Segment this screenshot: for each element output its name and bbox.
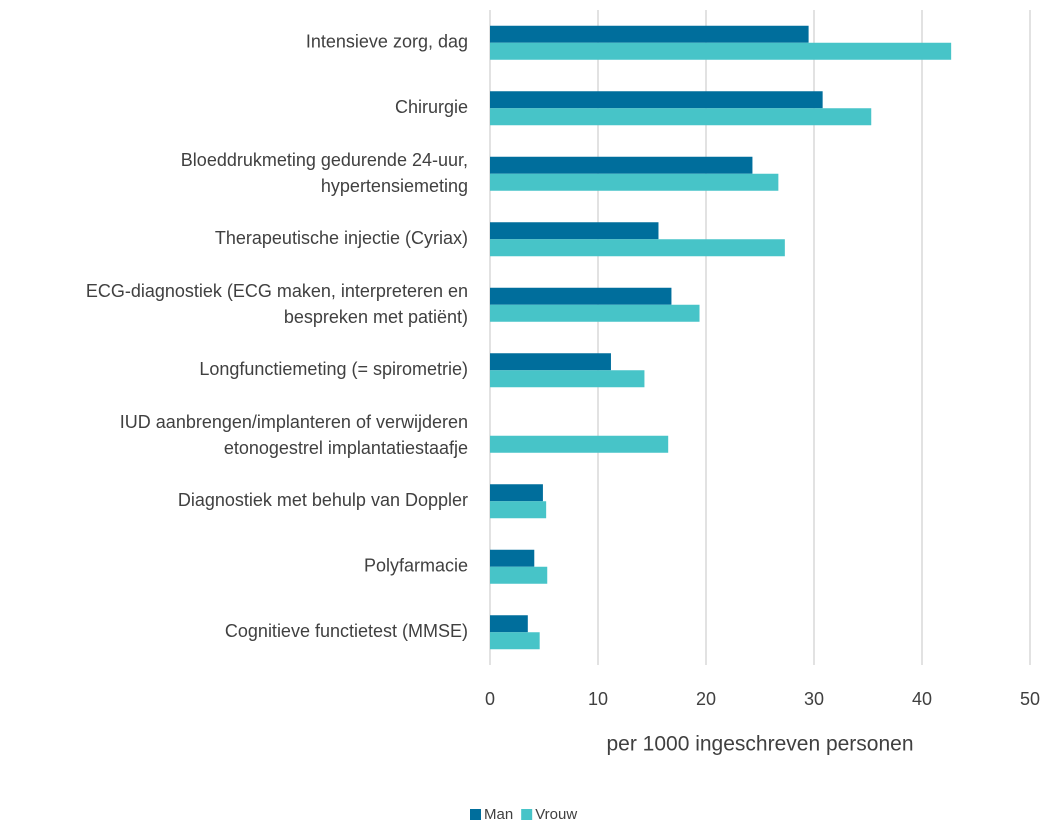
bar [490,173,779,191]
x-tick-label: 20 [696,689,716,709]
bar [490,239,785,257]
bar [490,287,672,305]
bar [490,632,540,650]
bar [490,484,543,502]
bar [490,108,872,126]
x-axis-label: per 1000 ingeschreven personen [606,733,913,756]
bar [490,615,528,633]
x-tick-label: 50 [1020,689,1040,709]
y-tick-label: Chirurgie [395,97,468,117]
bar [490,435,669,453]
bar [490,25,809,43]
bar [490,156,753,174]
bar [490,549,535,567]
bar [490,501,547,519]
legend-label: Man [484,806,513,823]
bar [490,370,645,388]
bar [490,304,700,322]
y-tick-label: Longfunctiemeting (= spirometrie) [199,359,468,379]
y-tick-label: Bloeddrukmeting gedurende 24-uur, hyperte… [181,150,468,196]
bar [490,91,823,109]
legend-label: Vrouw [535,806,577,823]
bar [490,222,659,240]
bar [490,353,611,371]
y-tick-label: IUD aanbrengen/implanteren of verwijdere… [120,412,468,458]
y-tick-label: ECG-diagnostiek (ECG maken, interpretere… [86,281,468,327]
y-tick-label: Diagnostiek met behulp van Doppler [178,490,468,510]
legend-swatch [521,809,533,820]
bar [490,566,548,584]
x-tick-label: 10 [588,689,608,709]
y-tick-label: Intensieve zorg, dag [306,32,468,52]
y-tick-label: Cognitieve functietest (MMSE) [225,621,468,641]
x-tick-label: 30 [804,689,824,709]
y-tick-label: Polyfarmacie [364,556,468,576]
y-tick-label: Therapeutische injectie (Cyriax) [215,228,468,248]
legend-swatch [470,809,481,820]
x-tick-label: 40 [912,689,932,709]
bar [490,42,952,60]
x-tick-label: 0 [485,689,495,709]
